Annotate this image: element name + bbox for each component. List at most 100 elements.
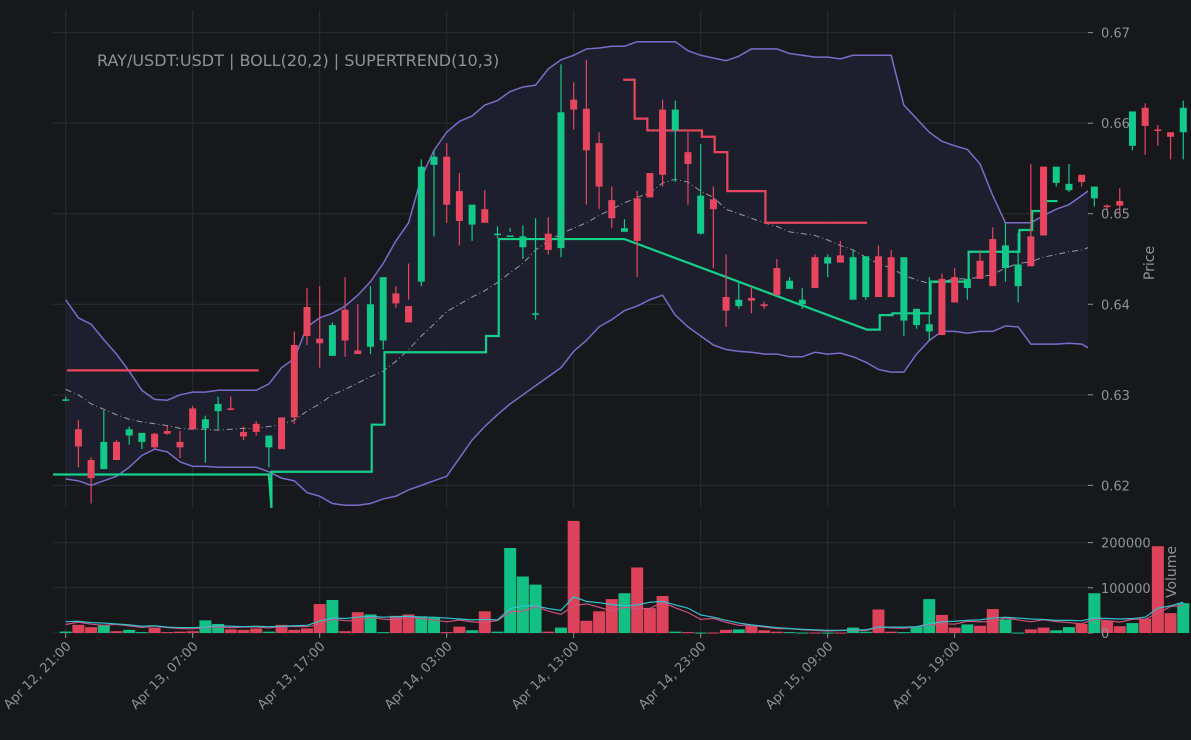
candle-body	[176, 441, 184, 448]
volume-tick-label: 100000	[1101, 582, 1151, 597]
volume-bar	[300, 628, 313, 633]
candle-body	[468, 204, 476, 225]
volume-tick-label: 0	[1101, 627, 1109, 642]
volume-bar	[135, 632, 148, 634]
volume-bar	[326, 600, 339, 633]
volume-bar	[1012, 632, 1025, 634]
volume-bar	[643, 608, 656, 633]
candle-body	[862, 256, 870, 298]
volume-bar	[148, 627, 161, 633]
volume-bar	[554, 627, 567, 633]
candle-body	[455, 191, 463, 221]
candle-body	[278, 417, 286, 450]
candle-body	[1167, 132, 1175, 137]
candle-body	[100, 441, 108, 470]
candle-body	[722, 297, 730, 311]
volume-bar	[910, 626, 923, 633]
candle-body	[151, 433, 159, 448]
candle-body	[1027, 236, 1035, 267]
volume-axis-label: Volume	[1164, 546, 1180, 598]
volume-bar	[631, 567, 644, 633]
volume-bar	[85, 627, 98, 633]
candle-body	[214, 403, 222, 412]
volume-bar	[224, 629, 237, 633]
candle-body	[824, 257, 832, 264]
volume-bar	[732, 629, 745, 633]
volume-bar	[186, 631, 199, 633]
candle-body	[582, 108, 590, 151]
candle-body	[1001, 245, 1009, 269]
candle-body	[74, 429, 82, 447]
candle-body	[252, 423, 260, 432]
volume-bar	[745, 625, 758, 633]
volume-bar	[364, 614, 377, 633]
candle-body	[735, 299, 743, 307]
volume-bar	[402, 614, 415, 633]
candle-body	[659, 109, 667, 175]
candle-body	[773, 268, 781, 296]
volume-bar	[237, 629, 250, 633]
candles	[62, 59, 1187, 504]
volume-bar	[97, 625, 110, 633]
volume-bar	[377, 632, 390, 634]
volume-bar	[1126, 623, 1139, 633]
volume-bar	[1050, 630, 1063, 633]
candle-body	[316, 338, 324, 344]
volume-bar	[466, 630, 479, 633]
volume-bar	[859, 631, 872, 633]
price-axis-label: Price	[1142, 246, 1158, 280]
volume-bar	[313, 604, 326, 633]
volume-bar	[796, 632, 809, 634]
volume-bar	[250, 628, 263, 633]
volume-bar	[491, 631, 504, 633]
volume-bar	[516, 576, 529, 633]
price-tick-label: 0.65	[1101, 208, 1130, 223]
volume-bar	[1062, 627, 1075, 633]
volume-bar	[834, 632, 847, 634]
candle-body	[709, 199, 717, 210]
volume-bar	[161, 632, 174, 634]
candle-body	[633, 198, 641, 241]
volume-bar	[707, 632, 720, 634]
volume-bar	[351, 612, 364, 633]
candle-body	[189, 408, 197, 430]
candle-body	[290, 345, 298, 418]
volume-bar	[783, 632, 796, 634]
candle-body	[786, 280, 794, 289]
volume-bar	[758, 630, 771, 633]
bollinger-upper	[65, 40, 1088, 402]
candle-body	[481, 209, 489, 223]
candle-body	[341, 309, 349, 341]
candle-body	[1179, 107, 1187, 133]
volume-bar	[1151, 546, 1164, 633]
candle-body	[138, 432, 146, 442]
volume-bar	[1088, 593, 1101, 633]
volume-bar	[339, 631, 352, 633]
volume-bar	[275, 624, 288, 633]
candle-body	[646, 172, 654, 198]
volume-bar	[885, 631, 898, 633]
volume-bar	[580, 620, 593, 633]
candle-body	[227, 408, 235, 410]
volume-bar	[504, 548, 517, 633]
candle-body	[951, 277, 959, 303]
volume-bar	[961, 624, 974, 633]
candle-body	[1014, 264, 1022, 287]
volume-bar	[1177, 603, 1190, 633]
bollinger-fill	[65, 41, 1088, 506]
candle-body	[1065, 183, 1073, 191]
candle-body	[760, 304, 768, 307]
candle-body	[595, 143, 603, 187]
candle-body	[671, 109, 679, 131]
volume-bar	[110, 631, 123, 633]
candle-body	[239, 431, 247, 437]
candle-body	[1103, 205, 1111, 208]
volume-bar	[427, 617, 440, 633]
supertrend-down-line	[623, 78, 868, 224]
volume-bar	[415, 616, 428, 633]
volume-bar	[542, 631, 555, 633]
candle-body	[62, 399, 70, 401]
volume-bar	[656, 595, 669, 633]
price-tick-label: 0.63	[1101, 389, 1130, 404]
candle-body	[849, 257, 857, 300]
